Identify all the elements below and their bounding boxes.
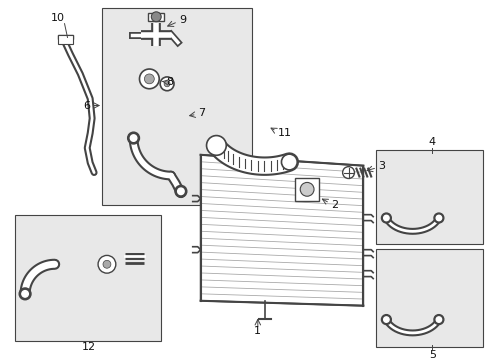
Text: 11: 11 bbox=[277, 128, 292, 138]
Text: 3: 3 bbox=[378, 161, 385, 171]
Circle shape bbox=[145, 74, 154, 84]
Circle shape bbox=[98, 255, 116, 273]
Circle shape bbox=[151, 12, 161, 22]
Bar bbox=[376, 150, 483, 244]
Circle shape bbox=[436, 317, 441, 322]
Bar bbox=[295, 177, 319, 201]
Circle shape bbox=[178, 188, 184, 194]
Circle shape bbox=[164, 81, 170, 87]
Circle shape bbox=[384, 215, 389, 221]
Circle shape bbox=[381, 213, 392, 223]
Bar bbox=[102, 8, 252, 205]
Text: 6: 6 bbox=[83, 100, 90, 111]
Text: 5: 5 bbox=[429, 350, 436, 360]
Text: 2: 2 bbox=[331, 200, 338, 210]
Bar bbox=[148, 13, 164, 21]
Circle shape bbox=[128, 132, 140, 144]
Circle shape bbox=[381, 315, 392, 324]
Circle shape bbox=[384, 317, 389, 322]
Bar bbox=[15, 215, 161, 341]
Circle shape bbox=[140, 69, 159, 89]
Circle shape bbox=[434, 315, 444, 324]
Circle shape bbox=[160, 77, 174, 91]
Polygon shape bbox=[200, 155, 363, 306]
Text: 10: 10 bbox=[50, 13, 65, 23]
Text: 9: 9 bbox=[179, 15, 186, 25]
Circle shape bbox=[436, 215, 441, 221]
Circle shape bbox=[22, 291, 28, 297]
Text: 7: 7 bbox=[197, 108, 205, 118]
Bar bbox=[376, 248, 483, 347]
Circle shape bbox=[19, 288, 31, 300]
Circle shape bbox=[207, 136, 226, 155]
Text: 8: 8 bbox=[166, 77, 173, 87]
Circle shape bbox=[434, 213, 444, 223]
Circle shape bbox=[281, 154, 297, 170]
Text: 1: 1 bbox=[254, 326, 261, 336]
Text: 12: 12 bbox=[82, 342, 96, 352]
Circle shape bbox=[343, 167, 354, 179]
Circle shape bbox=[130, 135, 137, 141]
Text: 4: 4 bbox=[429, 137, 436, 147]
Circle shape bbox=[300, 183, 314, 196]
Bar bbox=[58, 35, 74, 40]
Circle shape bbox=[103, 260, 111, 268]
Bar bbox=[58, 35, 74, 44]
Circle shape bbox=[175, 185, 187, 197]
